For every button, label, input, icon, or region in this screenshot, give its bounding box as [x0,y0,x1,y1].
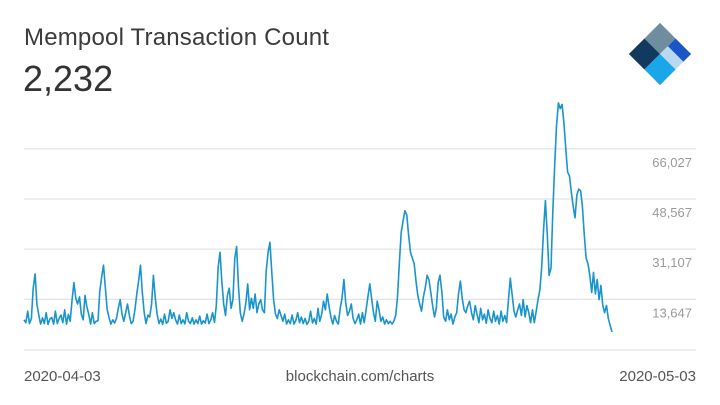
current-value: 2,232 [23,58,114,99]
blockchain-logo[interactable] [622,16,698,92]
grid-lines [24,148,696,351]
series-line-mempool-count [23,102,613,333]
y-tick-label-2: 48,567 [652,205,692,220]
chart-title: Mempool Transaction Count [24,24,330,51]
logo-right-block [667,38,692,62]
y-tick-labels: 13,647 31,107 48,567 66,027 [652,155,692,320]
x-axis-end-date: 2020-05-03 [619,368,696,385]
y-tick-label-3: 66,027 [652,155,692,170]
y-tick-label-0: 13,647 [652,305,692,320]
y-tick-label-1: 31,107 [652,255,692,270]
source-link[interactable]: blockchain.com/charts [285,368,435,385]
x-axis-start-date: 2020-04-03 [24,368,101,385]
logo-right-lower-block [660,46,684,70]
